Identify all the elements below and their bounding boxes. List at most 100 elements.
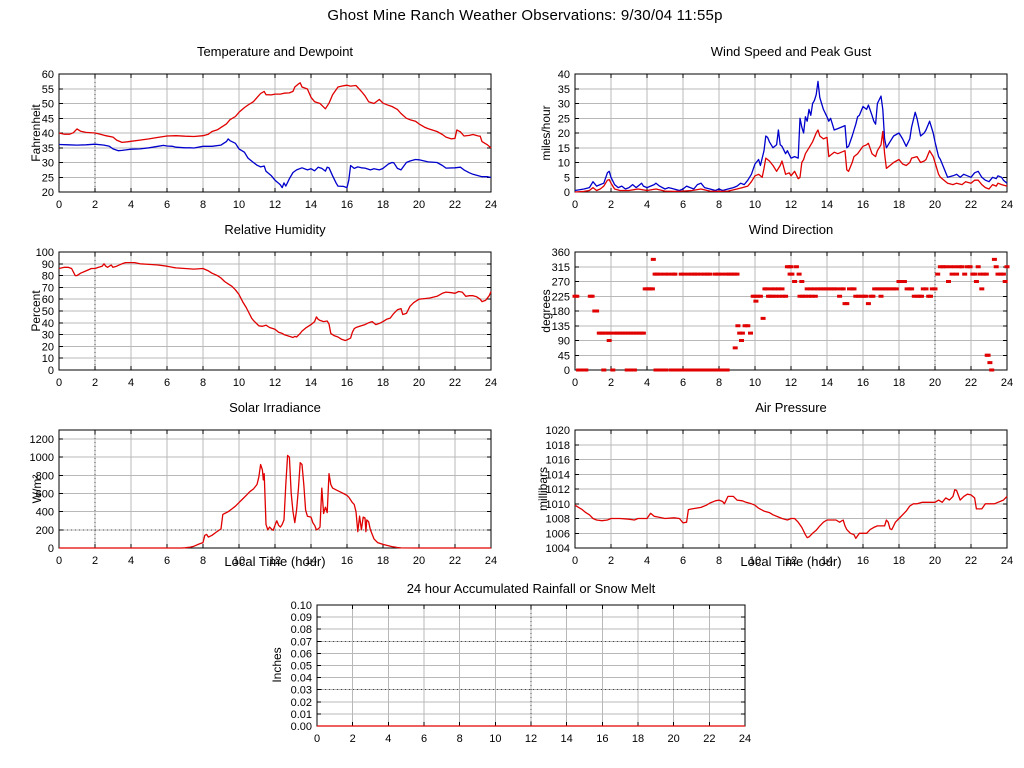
wind-direction-point: [823, 287, 829, 291]
wind-direction-point: [779, 287, 785, 291]
x-tick-label: 12: [525, 733, 537, 745]
wind-direction-point: [680, 368, 686, 372]
y-tick-label: 600: [36, 489, 54, 501]
wind-direction-point: [856, 294, 861, 298]
y-tick-label: 40: [42, 128, 54, 140]
wind-direction-point: [708, 368, 714, 372]
x-tick-label: 12: [269, 199, 281, 211]
wind-direction-point: [981, 272, 987, 276]
x-axis-label-solar: Local Time (hour): [224, 554, 326, 569]
x-tick-label: 10: [233, 555, 245, 567]
dotted-guides: [59, 430, 491, 548]
wind-direction-point: [606, 339, 612, 342]
y-tick-label: 1012: [546, 484, 570, 496]
wind-direction-point: [811, 287, 817, 291]
wind-direction-point: [757, 294, 763, 298]
wind-direction-point: [696, 368, 702, 372]
wind-direction-point: [732, 346, 738, 350]
y-tick-label: 90: [558, 336, 570, 348]
wind-direction-point: [640, 331, 646, 335]
y-tick-label: 40: [42, 318, 54, 330]
x-tick-label: 16: [341, 199, 353, 211]
x-tick-label: 10: [233, 377, 245, 389]
wind-direction-point: [954, 272, 960, 276]
wind-direction-point: [729, 272, 735, 276]
y-tick-label: 0.08: [291, 624, 312, 636]
wind-direction-point: [831, 287, 837, 291]
series-wind-direction: [572, 257, 1010, 372]
wind-direction-point: [878, 294, 884, 298]
y-tick-labels: 20 25 30 35 40 45 50 55 60: [42, 69, 54, 199]
y-tick-label: 0.04: [291, 673, 312, 685]
y-tick-label: 35: [42, 143, 54, 155]
x-tick-labels: 0 2 4 6 8 10 12 14 16 18 20 22 24: [572, 377, 1013, 389]
x-tick-label: 24: [485, 199, 497, 211]
wind-direction-point: [962, 272, 968, 276]
x-tick-label: 4: [128, 377, 134, 389]
wind-direction-point: [674, 368, 680, 372]
wind-direction-point: [797, 294, 803, 298]
wind-direction-point: [987, 361, 993, 365]
y-tick-label: 270: [552, 277, 570, 289]
chart-air-pressure: 0 2 4 6 8 10 12 14 16 18 20 22 241004100610081010101…: [546, 425, 1014, 567]
x-tick-label: 18: [632, 733, 644, 745]
wind-direction-point: [671, 368, 677, 372]
wind-direction-point: [844, 302, 850, 306]
wind-direction-point: [622, 331, 628, 335]
wind-direction-point: [699, 368, 705, 372]
wind-direction-point: [707, 272, 713, 276]
x-tick-label: 14: [561, 733, 573, 745]
wind-direction-point: [793, 265, 799, 269]
y-tick-labels: 1004 1006 1008 1010 1012 1014 1016 1018 1020: [546, 425, 570, 555]
wind-direction-point: [686, 368, 692, 372]
wind-direction-point: [678, 272, 684, 276]
y-tick-label: 0: [564, 187, 570, 199]
y-tick-label: 1004: [546, 543, 570, 555]
y-tick-label: 30: [42, 158, 54, 170]
x-tick-label: 6: [164, 377, 170, 389]
wind-direction-point: [870, 294, 876, 298]
y-tick-label: 30: [558, 99, 570, 111]
wind-direction-point: [607, 331, 613, 335]
grid-lines: [59, 74, 491, 192]
x-tick-labels: 0 2 4 6 8 10 12 14 16 18 20 22 24: [56, 199, 497, 211]
x-tick-label: 14: [305, 377, 317, 389]
wind-direction-point: [711, 368, 717, 372]
wind-direction-point: [865, 302, 871, 306]
x-tick-label: 2: [608, 199, 614, 211]
wind-direction-point: [975, 265, 981, 269]
y-tick-label: 20: [558, 128, 570, 140]
x-tick-label: 24: [485, 555, 497, 567]
wind-direction-point: [840, 287, 846, 291]
x-tick-label: 16: [857, 555, 869, 567]
x-tick-labels: 0 2 4 6 8 10 12 14 16 18 20 22 24: [314, 733, 751, 745]
y-tick-label: 100: [36, 247, 54, 259]
x-tick-label: 24: [485, 377, 497, 389]
x-tick-label: 20: [413, 377, 425, 389]
wind-direction-point: [829, 287, 834, 291]
wind-direction-point: [877, 287, 883, 291]
x-tick-label: 18: [893, 199, 905, 211]
chart-wind-direction: 0 2 4 6 8 10 12 14 16 18 20 22 240459013518022527031…: [552, 247, 1013, 389]
wind-direction-point: [826, 287, 832, 291]
wind-direction-point: [724, 368, 730, 372]
x-tick-label: 4: [644, 555, 650, 567]
wind-direction-point: [719, 272, 725, 276]
chart-relative-humidity: 0 2 4 6 8 10 12 14 16 18 20 22 240102030405060708090…: [36, 247, 497, 389]
wind-direction-point: [726, 272, 732, 276]
wind-direction-point: [947, 265, 953, 269]
x-tick-label: 0: [572, 555, 578, 567]
x-tick-label: 16: [341, 555, 353, 567]
chart-title-wind-speed: Wind Speed and Peak Gust: [710, 44, 872, 59]
wind-direction-point: [668, 368, 674, 372]
wind-direction-point: [714, 368, 720, 372]
x-tick-label: 2: [92, 377, 98, 389]
y-tick-label: 800: [36, 470, 54, 482]
wind-direction-point: [737, 331, 743, 335]
y-tick-label: 30: [42, 330, 54, 342]
wind-direction-point: [923, 287, 929, 291]
wind-direction-point: [690, 368, 696, 372]
y-tick-label: 1000: [30, 452, 54, 464]
